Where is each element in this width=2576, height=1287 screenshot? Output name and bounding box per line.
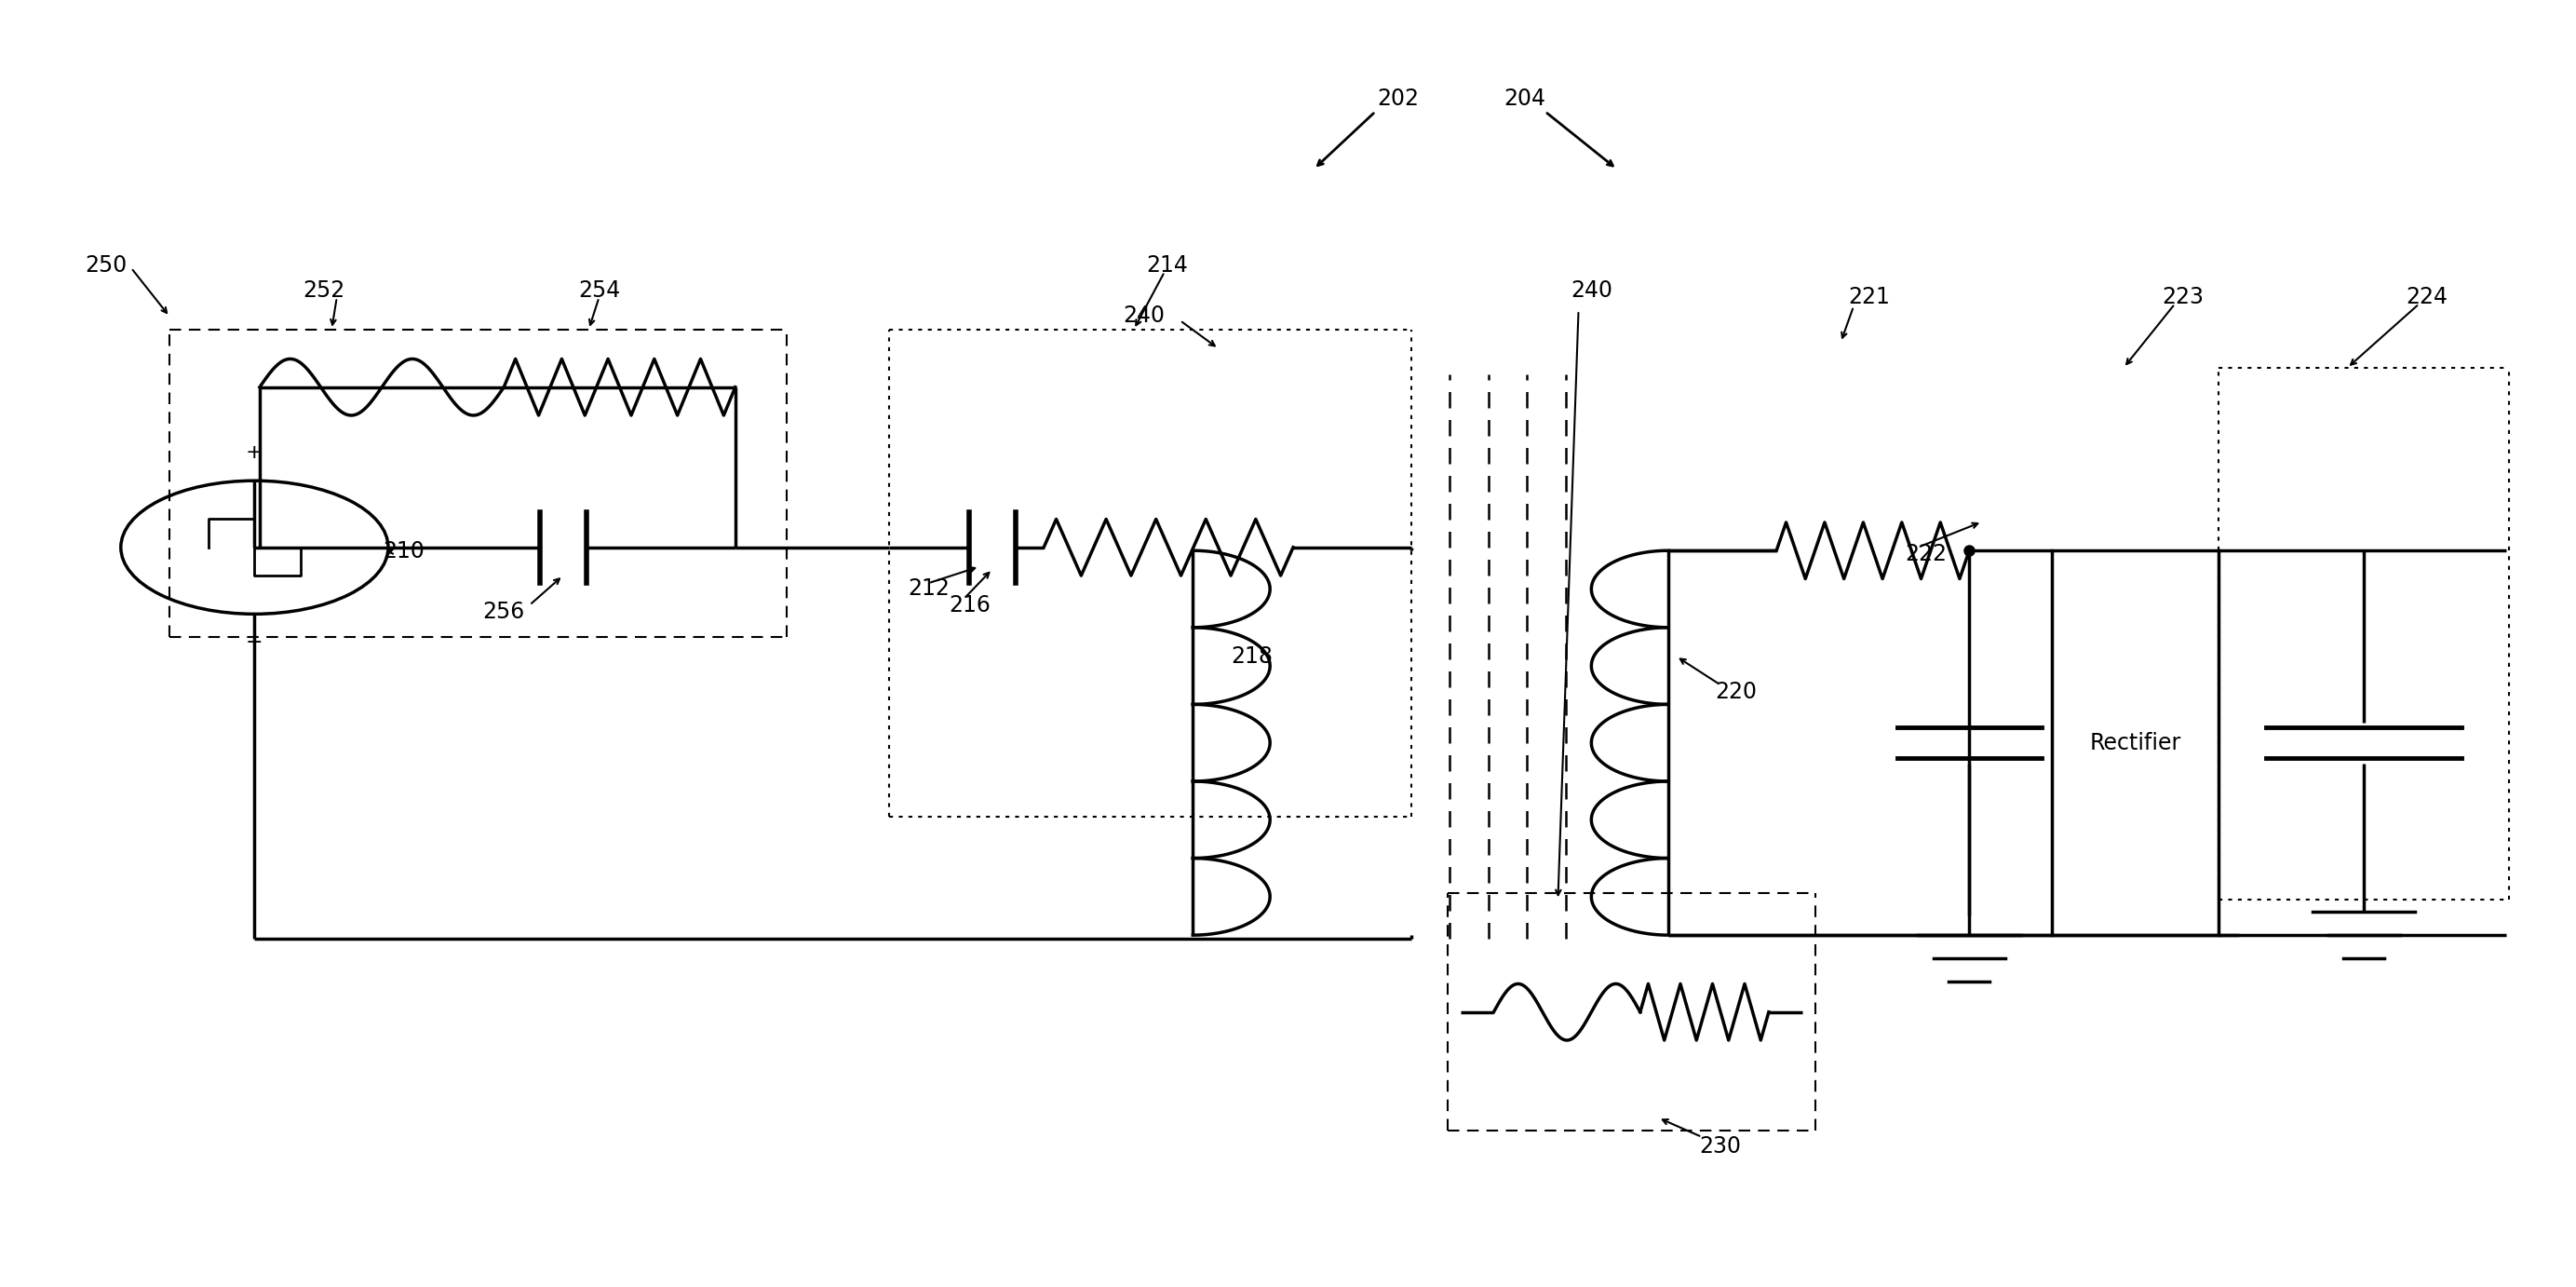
Text: 210: 210 — [384, 541, 425, 562]
Text: 250: 250 — [85, 255, 126, 277]
Text: 240: 240 — [1123, 304, 1164, 327]
Text: 221: 221 — [1850, 286, 1891, 309]
Text: 216: 216 — [948, 593, 989, 616]
Text: 240: 240 — [1571, 279, 1613, 302]
Text: 230: 230 — [1700, 1135, 1741, 1157]
Text: Rectifier: Rectifier — [2089, 732, 2182, 754]
Text: 223: 223 — [2161, 286, 2205, 309]
Text: 222: 222 — [1906, 543, 1947, 565]
Text: +: + — [245, 443, 263, 462]
Text: 252: 252 — [304, 279, 345, 302]
Text: 218: 218 — [1231, 645, 1273, 668]
Text: 220: 220 — [1716, 681, 1757, 704]
Text: 204: 204 — [1504, 88, 1546, 109]
Text: 212: 212 — [907, 577, 951, 600]
Text: 254: 254 — [577, 279, 621, 302]
FancyBboxPatch shape — [2050, 551, 2218, 936]
Text: −: − — [245, 633, 263, 651]
Text: 202: 202 — [1378, 88, 1419, 109]
Text: 214: 214 — [1146, 255, 1188, 277]
Text: 256: 256 — [482, 600, 526, 623]
Text: 224: 224 — [2406, 286, 2447, 309]
